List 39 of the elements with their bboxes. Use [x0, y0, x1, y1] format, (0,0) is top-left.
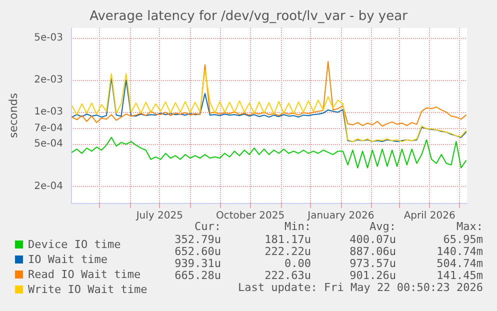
text: 400.07u	[350, 233, 396, 246]
x-tick-label: October 2025	[216, 210, 285, 222]
y-tick-label: 2e-04	[34, 181, 63, 192]
x-tick-label: April 2026	[404, 210, 456, 222]
text: Last update: Fri May 22 00:50:23 2026	[238, 281, 483, 294]
y-tick-label: 2e-03	[34, 74, 63, 86]
text: 140.74m	[436, 245, 484, 258]
text: 901.26u	[350, 269, 396, 282]
line-series	[71, 136, 467, 168]
line-series	[71, 61, 467, 127]
chart-title: Average latency for /dev/vg_root/lv_var - by year	[90, 9, 408, 24]
text: 141.45m	[436, 269, 484, 282]
text: 887.06u	[350, 245, 396, 258]
y-tick-label: 5e-03	[34, 32, 63, 44]
text: 222.22u	[264, 245, 311, 258]
x-tick-label: July 2025	[135, 210, 183, 222]
text: Min:	[284, 220, 311, 233]
text: 222.63u	[264, 269, 311, 282]
text: Max:	[456, 220, 483, 233]
legend-label: Device IO time	[28, 238, 121, 251]
legend-label: Write IO Wait time	[28, 283, 148, 296]
text: Avg:	[370, 220, 396, 233]
text: 652.60u	[174, 245, 221, 258]
legend-label: Read IO Wait time	[28, 268, 141, 281]
text: 181.17u	[264, 233, 311, 246]
text: 352.79u	[174, 233, 221, 246]
text: 0.00	[284, 257, 311, 270]
y-axis-title: seconds	[7, 92, 20, 138]
text: Cur:	[194, 220, 221, 233]
y-tick-label: 7e-04	[34, 123, 63, 134]
x-tick-label: January 2026	[306, 210, 374, 222]
text: 665.28u	[174, 269, 221, 282]
text: 504.74m	[436, 257, 484, 270]
text: 973.57u	[350, 257, 396, 270]
y-tick-label: 1e-03	[34, 106, 63, 118]
y-tick-label: 5e-04	[34, 138, 63, 150]
legend-label: IO Wait time	[28, 253, 108, 266]
text: 65.95m	[443, 233, 484, 246]
text: 939.31u	[174, 257, 221, 270]
